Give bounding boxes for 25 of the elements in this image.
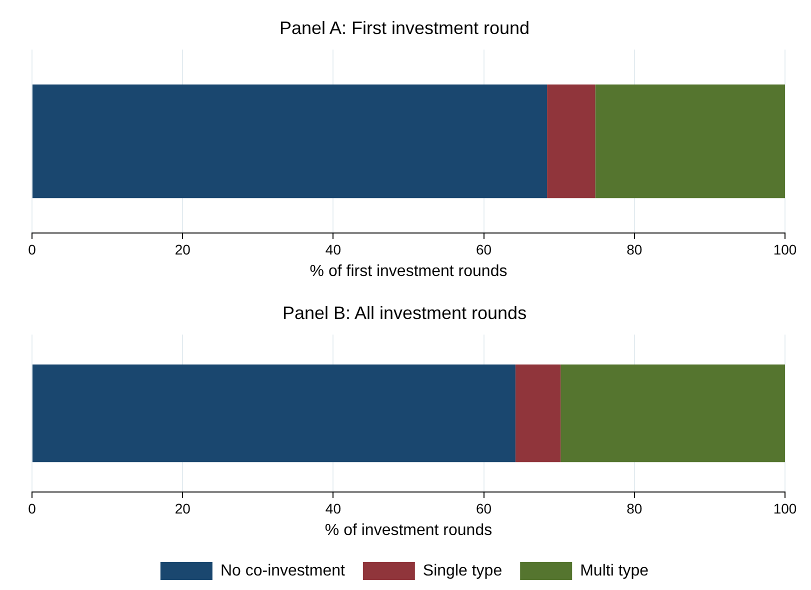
bar bbox=[560, 364, 785, 462]
x-tick-label: 0 bbox=[28, 500, 36, 516]
bar bbox=[32, 364, 516, 462]
x-tick-label: 0 bbox=[28, 241, 36, 258]
legend-label: Single type bbox=[422, 562, 502, 580]
x-axis-title: % of first investment rounds bbox=[310, 262, 508, 280]
bar bbox=[515, 364, 561, 462]
x-tick-label: 40 bbox=[325, 241, 342, 258]
bar bbox=[595, 84, 785, 198]
x-tick-label: 60 bbox=[476, 500, 492, 516]
x-tick-label: 40 bbox=[325, 500, 342, 516]
x-tick-label: 80 bbox=[626, 241, 642, 258]
x-axis-title: % of investment rounds bbox=[324, 522, 492, 539]
legend-label: No co-investment bbox=[220, 562, 346, 580]
legend-label: Multi type bbox=[580, 562, 649, 580]
x-tick-label: 60 bbox=[476, 241, 492, 258]
x-tick-label: 80 bbox=[626, 500, 642, 516]
chart-title: Panel A: First investment round bbox=[279, 18, 530, 38]
x-tick-label: 100 bbox=[773, 241, 797, 258]
x-tick-label: 20 bbox=[174, 241, 191, 258]
x-tick-label: 20 bbox=[174, 500, 191, 516]
chart-title: Panel B: All investment rounds bbox=[282, 302, 527, 323]
x-tick-label: 100 bbox=[773, 500, 797, 516]
bar bbox=[32, 84, 548, 198]
bar bbox=[547, 84, 596, 198]
